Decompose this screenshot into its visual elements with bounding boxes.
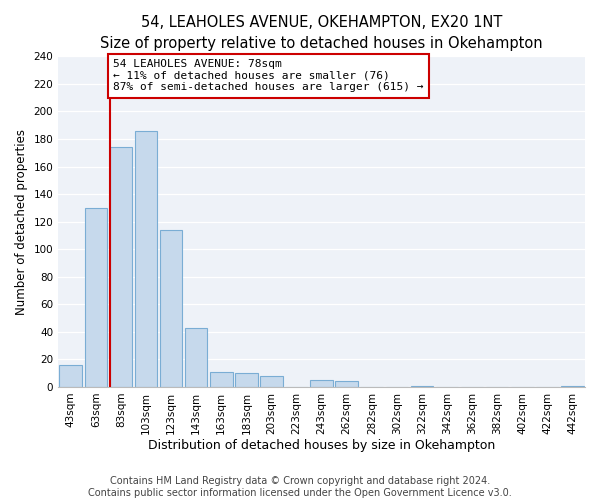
Bar bbox=[335, 382, 358, 387]
Bar bbox=[110, 148, 132, 387]
Bar bbox=[59, 365, 82, 387]
Y-axis label: Number of detached properties: Number of detached properties bbox=[15, 128, 28, 314]
Bar bbox=[235, 373, 257, 387]
Bar bbox=[134, 130, 157, 387]
Bar bbox=[160, 230, 182, 387]
Bar bbox=[185, 328, 208, 387]
Bar bbox=[410, 386, 433, 387]
Bar bbox=[260, 376, 283, 387]
Bar bbox=[210, 372, 233, 387]
Title: 54, LEAHOLES AVENUE, OKEHAMPTON, EX20 1NT
Size of property relative to detached : 54, LEAHOLES AVENUE, OKEHAMPTON, EX20 1N… bbox=[100, 15, 543, 51]
Text: 54 LEAHOLES AVENUE: 78sqm
← 11% of detached houses are smaller (76)
87% of semi-: 54 LEAHOLES AVENUE: 78sqm ← 11% of detac… bbox=[113, 59, 424, 92]
Bar bbox=[561, 386, 584, 387]
X-axis label: Distribution of detached houses by size in Okehampton: Distribution of detached houses by size … bbox=[148, 440, 495, 452]
Bar bbox=[85, 208, 107, 387]
Text: Contains HM Land Registry data © Crown copyright and database right 2024.
Contai: Contains HM Land Registry data © Crown c… bbox=[88, 476, 512, 498]
Bar bbox=[310, 380, 333, 387]
